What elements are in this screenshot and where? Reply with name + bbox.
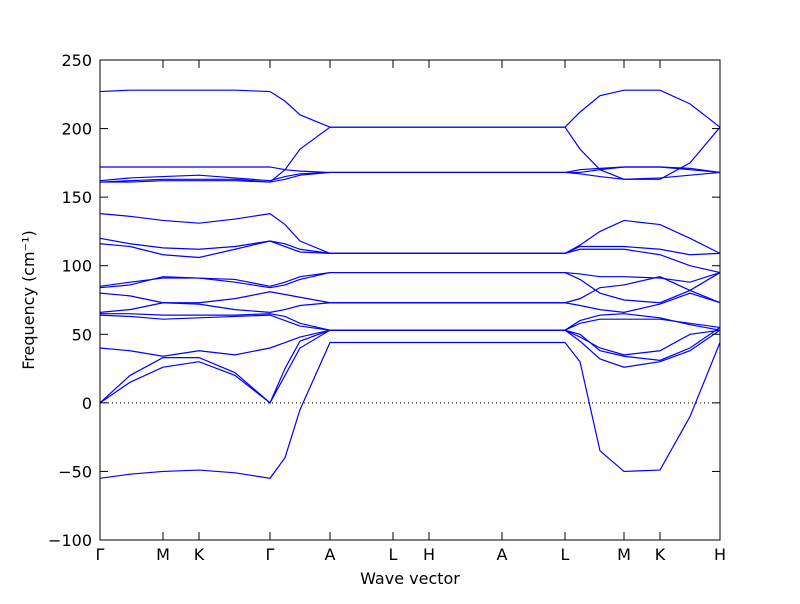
x-tick-label: A	[325, 545, 336, 564]
x-tick-label: L	[561, 545, 570, 564]
y-tick-label: 0	[82, 394, 92, 413]
band-line	[99, 212, 721, 254]
x-tick-label: K	[194, 545, 205, 564]
y-tick-label: 250	[61, 51, 92, 70]
y-tick-label: 150	[61, 188, 92, 207]
x-tick-label: M	[617, 545, 631, 564]
y-tick-label: −50	[58, 462, 92, 481]
y-tick-label: 200	[61, 120, 92, 139]
x-axis-label: Wave vector	[360, 569, 460, 588]
band-line	[99, 291, 721, 313]
x-tick-label: H	[423, 545, 435, 564]
x-tick-label: M	[156, 545, 170, 564]
band-line	[100, 313, 721, 331]
y-axis-label: Frequency (cm⁻¹)	[19, 230, 38, 369]
y-tick-label: 50	[72, 325, 92, 344]
x-tick-label: Γ	[96, 545, 105, 564]
x-tick-label: L	[389, 545, 398, 564]
band-line	[100, 166, 721, 174]
band-line	[99, 271, 721, 304]
band-line	[99, 341, 721, 479]
band-line	[100, 126, 721, 183]
x-tick-label: Γ	[266, 545, 275, 564]
x-tick-label: H	[714, 545, 726, 564]
x-tick-label: A	[497, 545, 508, 564]
y-tick-label: 100	[61, 257, 92, 276]
x-tick-label: K	[655, 545, 666, 564]
y-tick-label: −100	[48, 531, 92, 550]
plot-frame	[99, 59, 721, 541]
